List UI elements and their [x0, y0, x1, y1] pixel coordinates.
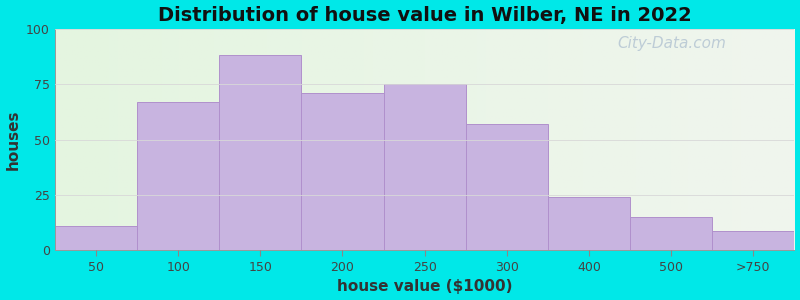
Y-axis label: houses: houses: [6, 110, 21, 170]
Bar: [712, 230, 794, 250]
Bar: [548, 197, 630, 250]
Text: City-Data.com: City-Data.com: [617, 35, 726, 50]
X-axis label: house value ($1000): house value ($1000): [337, 279, 512, 294]
Bar: [383, 84, 466, 250]
Bar: [137, 102, 219, 250]
Bar: [302, 93, 383, 250]
Bar: [630, 217, 712, 250]
Title: Distribution of house value in Wilber, NE in 2022: Distribution of house value in Wilber, N…: [158, 6, 691, 25]
Bar: [219, 56, 302, 250]
Bar: [466, 124, 548, 250]
Bar: [55, 226, 137, 250]
